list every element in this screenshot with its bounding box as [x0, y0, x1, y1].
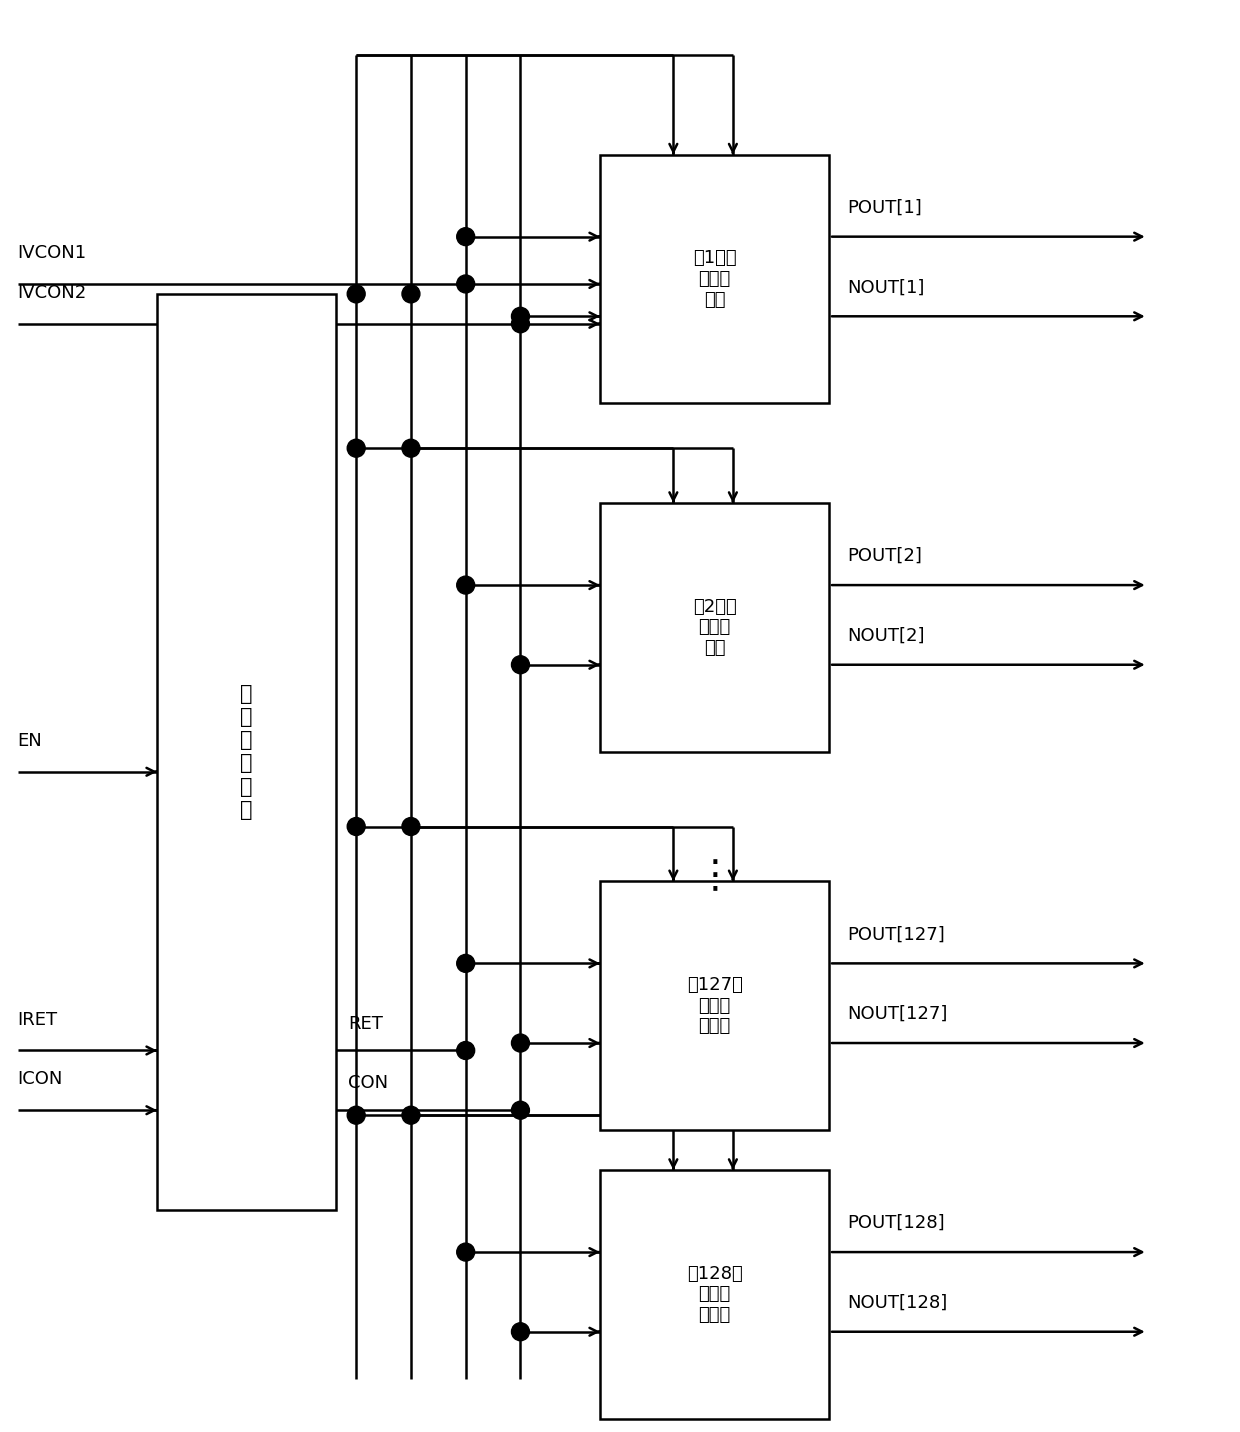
Bar [600, 881, 830, 1130]
Bar [600, 155, 830, 404]
Circle shape [511, 1034, 529, 1053]
Text: POUT[2]: POUT[2] [847, 547, 921, 566]
Text: ⋮: ⋮ [696, 858, 734, 895]
Circle shape [347, 285, 365, 302]
Text: 第127个
功能单
元电路: 第127个 功能单 元电路 [687, 975, 743, 1035]
Text: NOUT[1]: NOUT[1] [847, 278, 924, 296]
Circle shape [511, 1323, 529, 1340]
Text: IVCON1: IVCON1 [17, 243, 87, 262]
Bar [600, 503, 830, 752]
Circle shape [402, 285, 420, 302]
Text: POUT[127]: POUT[127] [847, 925, 945, 944]
Circle shape [456, 1041, 475, 1060]
Circle shape [456, 576, 475, 594]
Text: ICON: ICON [17, 1070, 63, 1088]
Circle shape [347, 818, 365, 835]
Text: NOUT[128]: NOUT[128] [847, 1295, 947, 1312]
Text: EN: EN [17, 732, 42, 750]
Text: 控
制
驱
动
电
路: 控 制 驱 动 电 路 [241, 684, 253, 821]
Text: CON: CON [348, 1074, 388, 1093]
Circle shape [456, 275, 475, 294]
Text: POUT[1]: POUT[1] [847, 199, 921, 216]
Text: POUT[128]: POUT[128] [847, 1214, 945, 1232]
Text: 第2个功
能单元
电路: 第2个功 能单元 电路 [693, 597, 737, 657]
Circle shape [402, 818, 420, 835]
Circle shape [511, 656, 529, 673]
Text: IVCON2: IVCON2 [17, 284, 87, 302]
Text: 第1个功
能单元
电路: 第1个功 能单元 电路 [693, 249, 737, 309]
Circle shape [511, 308, 529, 325]
Circle shape [347, 440, 365, 457]
Circle shape [402, 1107, 420, 1124]
Circle shape [511, 315, 529, 332]
Circle shape [456, 1243, 475, 1262]
Circle shape [456, 228, 475, 246]
Bar [600, 1170, 830, 1419]
Text: 第128个
功能单
元电路: 第128个 功能单 元电路 [687, 1264, 743, 1325]
Circle shape [456, 954, 475, 972]
Circle shape [347, 1107, 365, 1124]
Circle shape [402, 440, 420, 457]
Bar [157, 294, 336, 1210]
Text: IRET: IRET [17, 1011, 58, 1028]
Text: NOUT[127]: NOUT[127] [847, 1005, 947, 1022]
Text: RET: RET [348, 1015, 383, 1032]
Text: NOUT[2]: NOUT[2] [847, 627, 925, 644]
Circle shape [511, 1101, 529, 1120]
